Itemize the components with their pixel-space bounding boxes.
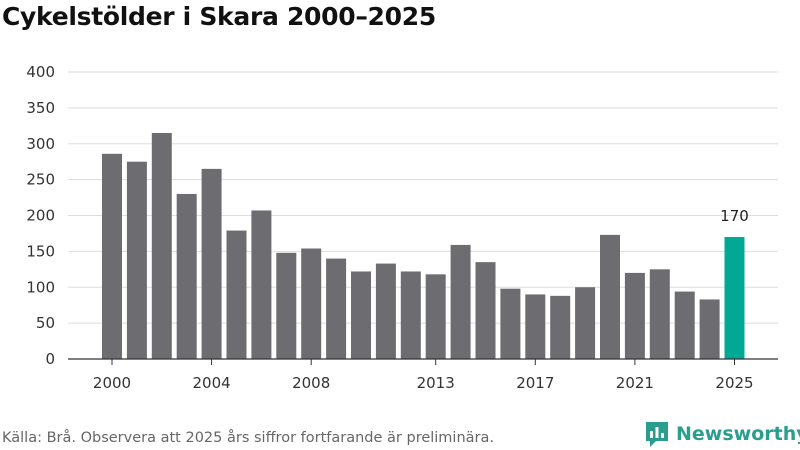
y-tick-label: 300 [26, 135, 55, 153]
data-label-2025: 170 [720, 207, 749, 225]
chart-title: Cykelstölder i Skara 2000–2025 [2, 2, 436, 31]
bar-2022 [649, 269, 670, 359]
bar-2004 [201, 168, 222, 359]
y-tick-label: 250 [26, 171, 55, 189]
newsworthy-logo-text: Newsworthy [676, 423, 800, 445]
x-tick-label: 2008 [292, 374, 330, 392]
x-tick-label: 2000 [93, 374, 131, 392]
bar-2007 [276, 252, 297, 359]
x-tick-label: 2013 [417, 374, 455, 392]
bar-2008 [301, 248, 322, 359]
y-tick-label: 100 [26, 278, 55, 296]
bar-2013 [425, 274, 446, 359]
bar-2010 [351, 271, 371, 359]
bar-2005 [226, 230, 247, 359]
bar-2011 [375, 263, 396, 359]
newsworthy-logo-icon [646, 422, 668, 447]
bar-2006 [251, 210, 272, 359]
bar-2021 [624, 272, 645, 359]
y-tick-label: 50 [36, 314, 55, 332]
y-tick-label: 0 [45, 350, 55, 368]
bar-chart: 0 50 100 150 200 250 300 350 400 170 2000 2004 2008 2… [26, 63, 778, 392]
x-tick-label: 2004 [193, 374, 231, 392]
newsworthy-logo: Newsworthy [644, 420, 800, 448]
bar-2012 [400, 271, 421, 359]
bar-2001 [126, 161, 147, 359]
bar-2023 [674, 291, 695, 359]
bar-2014 [450, 244, 471, 359]
bar-2009 [326, 258, 347, 359]
y-tick-label: 350 [26, 99, 55, 117]
bar-2000 [102, 153, 122, 359]
bar-2019 [575, 287, 596, 359]
y-tick-label: 200 [26, 207, 55, 225]
y-tick-label: 400 [26, 63, 55, 81]
bar-2024 [699, 299, 720, 359]
y-tick-label: 150 [26, 242, 55, 260]
x-tick-label: 2017 [516, 374, 554, 392]
x-tick-label: 2021 [616, 374, 654, 392]
x-tick-label: 2025 [715, 374, 753, 392]
bar-2025 [724, 237, 745, 359]
bar-2015 [475, 262, 496, 359]
source-note: Källa: Brå. Observera att 2025 års siffr… [2, 430, 494, 446]
bar-2016 [500, 288, 521, 359]
bar-2002 [151, 132, 172, 359]
bar-2017 [525, 294, 546, 359]
bar-2003 [176, 193, 197, 359]
bar-2020 [600, 234, 620, 359]
bar-2018 [550, 295, 571, 359]
